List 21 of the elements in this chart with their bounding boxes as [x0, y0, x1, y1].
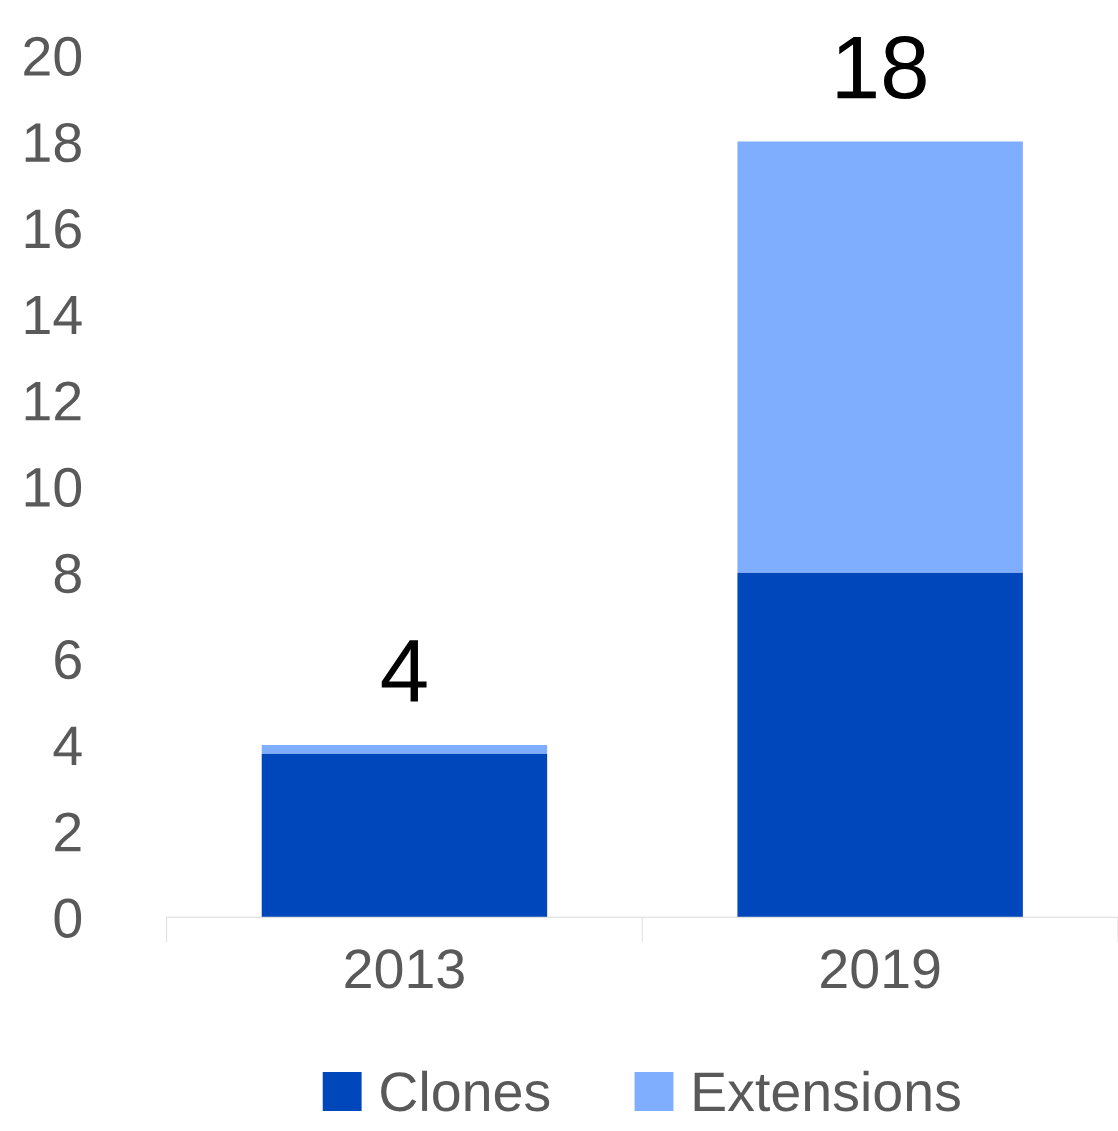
legend-label: Extensions: [694, 1070, 960, 1112]
y-tick-label: 8: [54, 553, 81, 594]
x-tick-label: 2013: [345, 949, 464, 989]
bar: [261, 744, 548, 754]
y-tick-label: 14: [25, 295, 82, 335]
y-tick-label: 18: [25, 122, 81, 163]
total-label: 18: [837, 36, 926, 100]
y-tick-label: 20: [24, 36, 82, 77]
y-tick-label: 0: [54, 898, 82, 938]
total-label: 4: [381, 640, 427, 702]
y-tick-label: 2: [55, 812, 81, 852]
y-tick-label: 6: [55, 640, 81, 680]
y-tick-label: 4: [53, 726, 82, 766]
y-tick-label: 10: [25, 467, 82, 508]
bar: [261, 753, 548, 918]
bar: [737, 141, 1023, 573]
y-tick-label: 16: [25, 209, 81, 249]
legend-label: Clones: [381, 1070, 550, 1112]
y-tick-label: 12: [25, 381, 81, 421]
bar: [737, 572, 1023, 918]
x-tick-label: 2019: [821, 949, 940, 989]
